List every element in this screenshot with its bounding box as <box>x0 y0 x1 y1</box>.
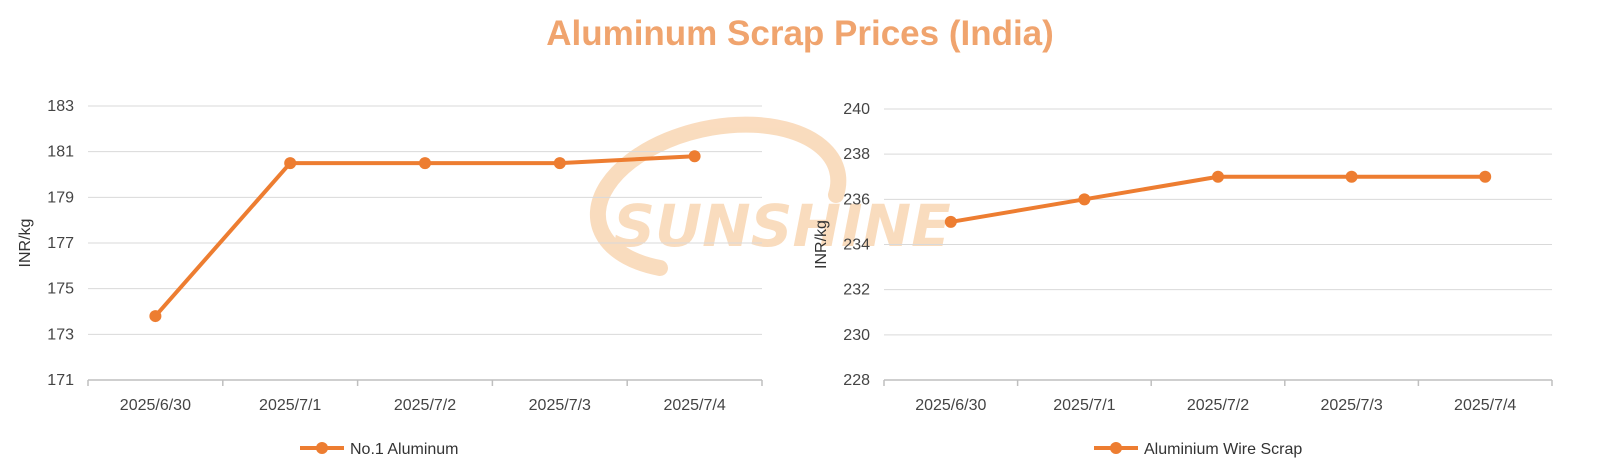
legend: No.1 Aluminum <box>300 441 459 458</box>
x-tick-label: 2025/7/3 <box>1320 397 1382 414</box>
x-tick-label: 2025/7/2 <box>1187 397 1249 414</box>
y-tick-label: 171 <box>47 372 74 389</box>
y-tick-label: 232 <box>843 282 870 299</box>
y-tick-label: 183 <box>47 98 74 115</box>
y-tick-label: 236 <box>843 191 870 208</box>
data-point <box>284 157 297 170</box>
x-tick-label: 2025/7/4 <box>663 397 725 414</box>
legend: Aluminium Wire Scrap <box>1094 441 1302 458</box>
y-tick-label: 238 <box>843 146 870 163</box>
sunshine-watermark-logo: SUNSHINE <box>589 116 951 276</box>
data-point <box>149 310 162 323</box>
x-tick-label: 2025/7/3 <box>529 397 591 414</box>
y-tick-label: 240 <box>843 101 870 118</box>
data-point <box>1345 170 1358 183</box>
y-tick-label: 234 <box>843 237 870 254</box>
x-tick-label: 2025/7/1 <box>259 397 321 414</box>
data-point <box>1479 170 1492 183</box>
y-tick-label: 230 <box>843 327 870 344</box>
x-tick-label: 2025/7/4 <box>1454 397 1516 414</box>
legend-marker <box>1110 442 1122 454</box>
chart-aluminium-wire-scrap: 228 230 232 234 236 238 240 2025/6/30 2025/7/1 20… <box>813 101 1553 458</box>
data-point <box>419 157 431 170</box>
y-tick-label: 177 <box>47 235 74 252</box>
y-tick-label: 173 <box>47 326 74 343</box>
y-tick-label: 228 <box>843 372 870 389</box>
legend-label: Aluminium Wire Scrap <box>1144 441 1302 458</box>
y-axis-title: INR/kg <box>17 219 34 268</box>
y-tick-label: 179 <box>47 189 74 206</box>
svg-text:SUNSHINE: SUNSHINE <box>613 192 950 260</box>
chart-no1-aluminum: 171 173 175 177 179 181 183 2025/6/30 2025/7/1 20… <box>17 98 763 458</box>
x-tick-label: 2025/6/30 <box>915 397 986 414</box>
data-point <box>944 215 957 228</box>
data-point <box>1078 193 1091 206</box>
data-point <box>553 157 566 170</box>
page-title: Aluminum Scrap Prices (India) <box>546 14 1054 53</box>
legend-label: No.1 Aluminum <box>350 441 459 458</box>
data-point <box>688 150 701 163</box>
y-axis-title: INR/kg <box>813 220 830 269</box>
y-tick-label: 181 <box>47 144 74 161</box>
x-tick-label: 2025/7/1 <box>1053 397 1115 414</box>
x-tick-label: 2025/7/2 <box>394 397 456 414</box>
y-tick-label: 175 <box>47 281 74 298</box>
x-tick-label: 2025/6/30 <box>120 397 191 414</box>
data-point <box>1212 170 1224 183</box>
legend-marker <box>316 442 328 454</box>
